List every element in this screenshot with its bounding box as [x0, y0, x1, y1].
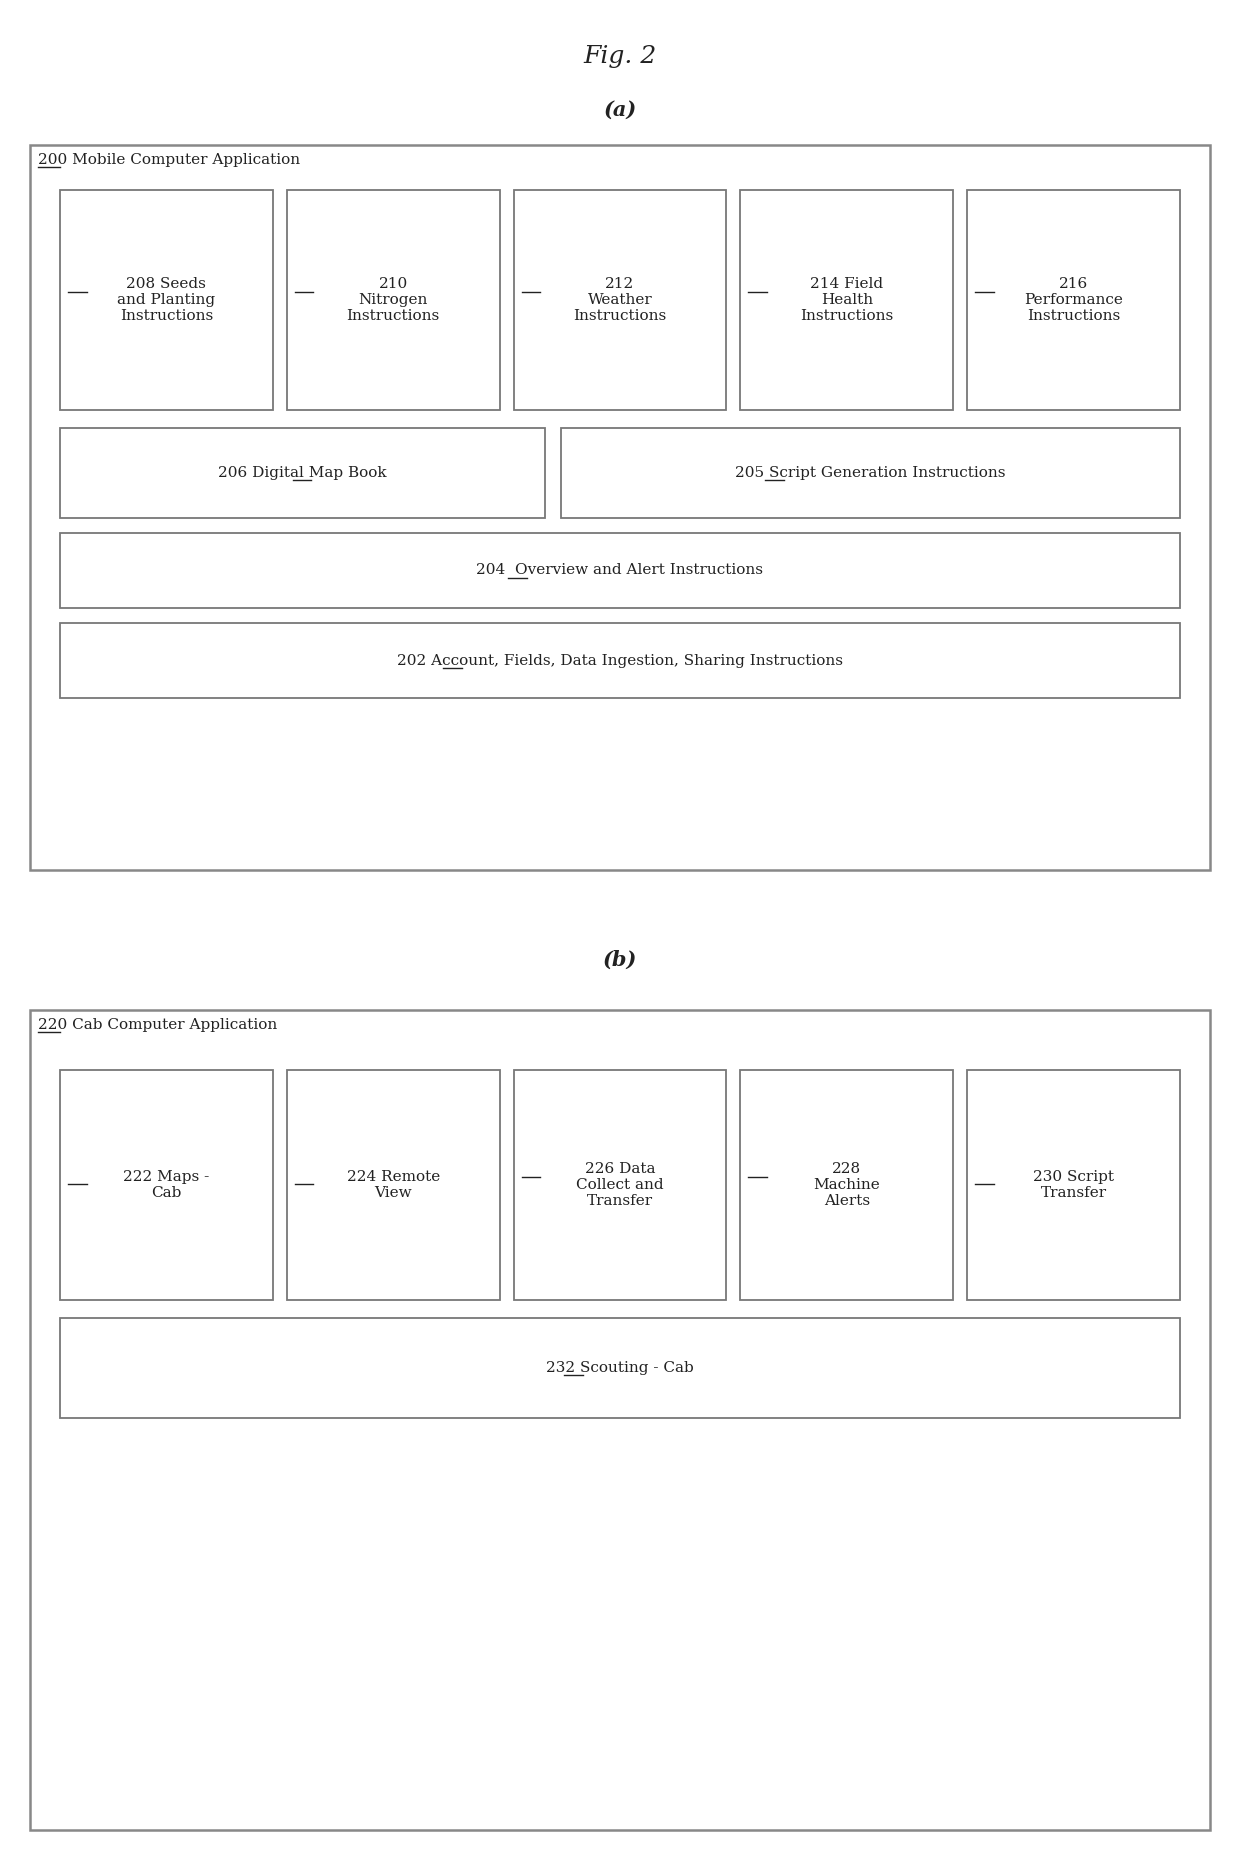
- Text: 204  Overview and Alert Instructions: 204 Overview and Alert Instructions: [476, 563, 764, 578]
- Text: (b): (b): [603, 950, 637, 969]
- Bar: [513, 1070, 727, 1300]
- Bar: [60, 1070, 273, 1300]
- Text: (a): (a): [604, 99, 636, 120]
- Text: 208 Seeds
and Planting
Instructions: 208 Seeds and Planting Instructions: [118, 277, 216, 324]
- Text: 228
Machine
Alerts: 228 Machine Alerts: [813, 1162, 880, 1209]
- Bar: [60, 191, 273, 410]
- Text: 212
Weather
Instructions: 212 Weather Instructions: [573, 277, 667, 324]
- Text: 222 Maps -
Cab: 222 Maps - Cab: [123, 1169, 210, 1199]
- Text: 220 Cab Computer Application: 220 Cab Computer Application: [38, 1018, 278, 1033]
- Bar: [560, 428, 1180, 518]
- Bar: [967, 1070, 1180, 1300]
- Bar: [740, 1070, 954, 1300]
- Bar: [740, 191, 954, 410]
- Text: 202 Account, Fields, Data Ingestion, Sharing Instructions: 202 Account, Fields, Data Ingestion, Sha…: [397, 653, 843, 668]
- Text: 230 Script
Transfer: 230 Script Transfer: [1033, 1169, 1114, 1199]
- Text: 232 Scouting - Cab: 232 Scouting - Cab: [546, 1360, 694, 1375]
- Bar: [513, 191, 727, 410]
- Text: 216
Performance
Instructions: 216 Performance Instructions: [1024, 277, 1123, 324]
- Text: 206 Digital Map Book: 206 Digital Map Book: [218, 466, 387, 481]
- Bar: [60, 623, 1180, 698]
- Bar: [60, 533, 1180, 608]
- Bar: [286, 1070, 500, 1300]
- Text: 200 Mobile Computer Application: 200 Mobile Computer Application: [38, 153, 300, 167]
- Text: 224 Remote
View: 224 Remote View: [346, 1169, 440, 1199]
- Text: 214 Field
Health
Instructions: 214 Field Health Instructions: [800, 277, 894, 324]
- Bar: [967, 191, 1180, 410]
- Bar: [60, 1317, 1180, 1418]
- Bar: [60, 428, 544, 518]
- Text: Fig. 2: Fig. 2: [583, 45, 657, 67]
- Bar: [30, 144, 1210, 870]
- Bar: [30, 1010, 1210, 1830]
- Text: 226 Data
Collect and
Transfer: 226 Data Collect and Transfer: [577, 1162, 663, 1209]
- Text: 210
Nitrogen
Instructions: 210 Nitrogen Instructions: [346, 277, 440, 324]
- Bar: [286, 191, 500, 410]
- Text: 205 Script Generation Instructions: 205 Script Generation Instructions: [735, 466, 1006, 481]
